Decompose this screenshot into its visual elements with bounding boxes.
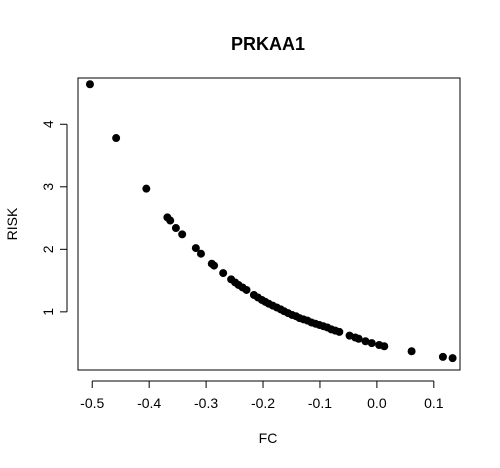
data-point-49 bbox=[448, 354, 457, 363]
data-point-0 bbox=[85, 80, 94, 89]
data-point-4 bbox=[166, 216, 175, 225]
data-point-8 bbox=[196, 249, 205, 258]
data-point-1 bbox=[112, 134, 121, 143]
data-point-16 bbox=[242, 285, 251, 294]
chart-title: PRKAA1 bbox=[231, 34, 305, 54]
data-point-48 bbox=[438, 352, 447, 361]
data-point-2 bbox=[142, 184, 151, 193]
data-points bbox=[85, 80, 457, 363]
data-point-6 bbox=[178, 230, 187, 239]
y-tick-label-3: 4 bbox=[40, 120, 56, 128]
y-axis-label: RISK bbox=[4, 207, 20, 240]
x-tick-label-1: -0.4 bbox=[137, 395, 161, 411]
y-axis: 1 2 3 4 bbox=[40, 120, 68, 316]
y-tick-label-2: 3 bbox=[40, 183, 56, 191]
x-tick-label-2: -0.3 bbox=[194, 395, 218, 411]
data-point-42 bbox=[354, 334, 363, 343]
x-tick-label-0: -0.5 bbox=[80, 395, 104, 411]
x-tick-label-6: 0.1 bbox=[424, 395, 444, 411]
data-point-43 bbox=[361, 337, 370, 346]
data-point-10 bbox=[210, 261, 219, 270]
x-tick-label-5: 0.0 bbox=[367, 395, 387, 411]
data-point-44 bbox=[367, 339, 376, 348]
data-point-46 bbox=[380, 342, 389, 351]
data-point-11 bbox=[219, 269, 228, 278]
y-tick-label-0: 1 bbox=[40, 308, 56, 316]
data-point-39 bbox=[335, 327, 344, 336]
y-tick-label-1: 2 bbox=[40, 245, 56, 253]
x-axis: -0.5 -0.4 -0.3 -0.2 -0.1 0.0 0.1 bbox=[80, 380, 444, 411]
x-tick-label-4: -0.1 bbox=[308, 395, 332, 411]
data-point-5 bbox=[171, 224, 180, 233]
data-point-47 bbox=[407, 347, 416, 356]
plot-frame bbox=[77, 77, 461, 371]
data-point-7 bbox=[191, 244, 200, 253]
x-tick-label-3: -0.2 bbox=[251, 395, 275, 411]
x-axis-label: FC bbox=[259, 430, 278, 446]
